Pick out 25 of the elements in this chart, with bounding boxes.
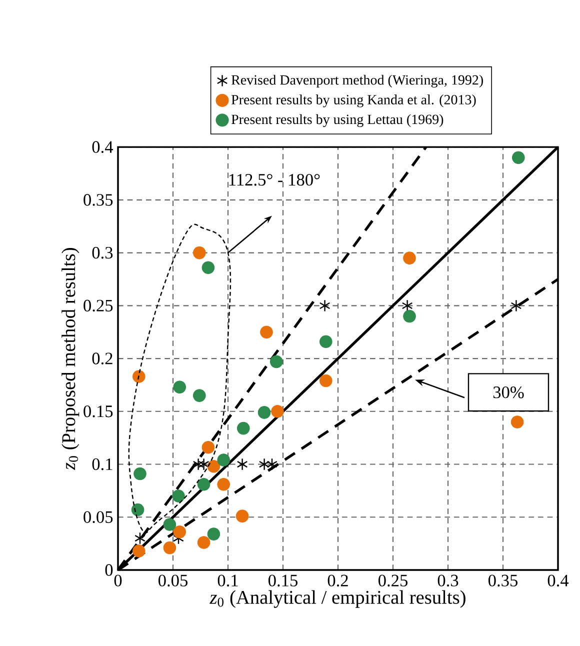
- y-tick-label: 0.05: [84, 511, 113, 524]
- y-tick-label: 0.2: [92, 352, 112, 364]
- x-tick-label: 0.05: [158, 574, 188, 586]
- x-tick-label: 0.2: [328, 574, 348, 586]
- x-tick-label: 0.15: [268, 574, 298, 586]
- x-tick-label: 0.3: [438, 574, 458, 586]
- legend-label: Revised Davenport method (Wieringa, 1992): [231, 74, 483, 88]
- annotation: 112.5° - 180°: [229, 174, 320, 186]
- y-tick-label: 0: [105, 564, 113, 576]
- y-axis-title: z$_{0}$ (Proposed method results): [62, 248, 80, 470]
- legend-label: Present results by using Kanda et al. (2013): [231, 94, 476, 108]
- y-tick-label: 0.4: [92, 141, 114, 153]
- x-axis-title: z$_{0}$ (Analytical / empirical results): [210, 590, 466, 608]
- x-tick-label: 0.25: [378, 574, 408, 586]
- y-tick-label: 0.1: [92, 458, 112, 470]
- y-tick-label: 0.25: [84, 300, 113, 312]
- x-tick-label: 0.4: [548, 574, 569, 586]
- y-tick-label: 0.3: [92, 246, 113, 259]
- x-tick-label: 0.1: [218, 574, 238, 586]
- y-tick-label: 0.15: [84, 406, 113, 418]
- legend-label: Present results by using Lettau (1969): [231, 114, 444, 127]
- y-tick-label: 0.35: [84, 194, 113, 206]
- annotation: 30%: [493, 386, 524, 398]
- x-tick-label: 0: [114, 574, 122, 586]
- x-tick-label: 0.35: [488, 574, 518, 586]
